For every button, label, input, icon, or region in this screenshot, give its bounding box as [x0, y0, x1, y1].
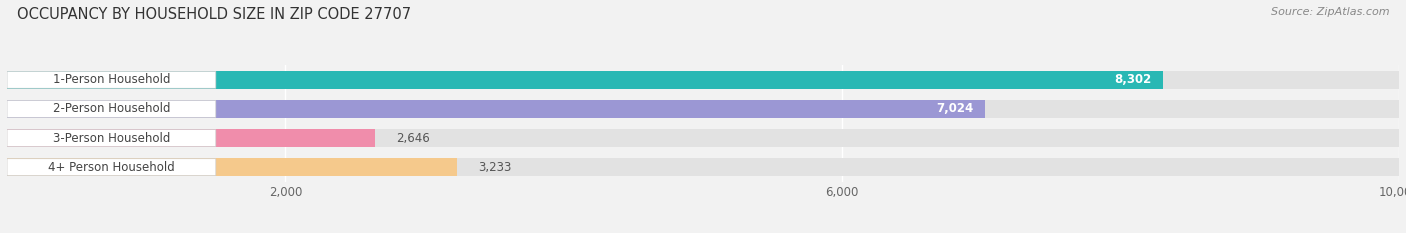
Text: 2-Person Household: 2-Person Household [52, 103, 170, 115]
FancyBboxPatch shape [7, 130, 217, 147]
Bar [7, 100, 984, 118]
Text: 7,024: 7,024 [936, 103, 973, 115]
Bar [7, 158, 457, 176]
Text: Source: ZipAtlas.com: Source: ZipAtlas.com [1271, 7, 1389, 17]
Bar [7, 71, 1399, 89]
Text: 1-Person Household: 1-Person Household [52, 73, 170, 86]
Text: 2,646: 2,646 [396, 132, 430, 144]
Bar [7, 129, 375, 147]
Text: 3,233: 3,233 [478, 161, 512, 174]
FancyBboxPatch shape [7, 159, 217, 176]
Bar [7, 158, 1399, 176]
Bar [7, 71, 1163, 89]
Bar [7, 129, 1399, 147]
FancyBboxPatch shape [7, 100, 217, 117]
Text: 3-Person Household: 3-Person Household [53, 132, 170, 144]
FancyBboxPatch shape [7, 71, 217, 88]
Text: 4+ Person Household: 4+ Person Household [48, 161, 174, 174]
Text: OCCUPANCY BY HOUSEHOLD SIZE IN ZIP CODE 27707: OCCUPANCY BY HOUSEHOLD SIZE IN ZIP CODE … [17, 7, 411, 22]
Text: 8,302: 8,302 [1114, 73, 1152, 86]
Bar [7, 100, 1399, 118]
